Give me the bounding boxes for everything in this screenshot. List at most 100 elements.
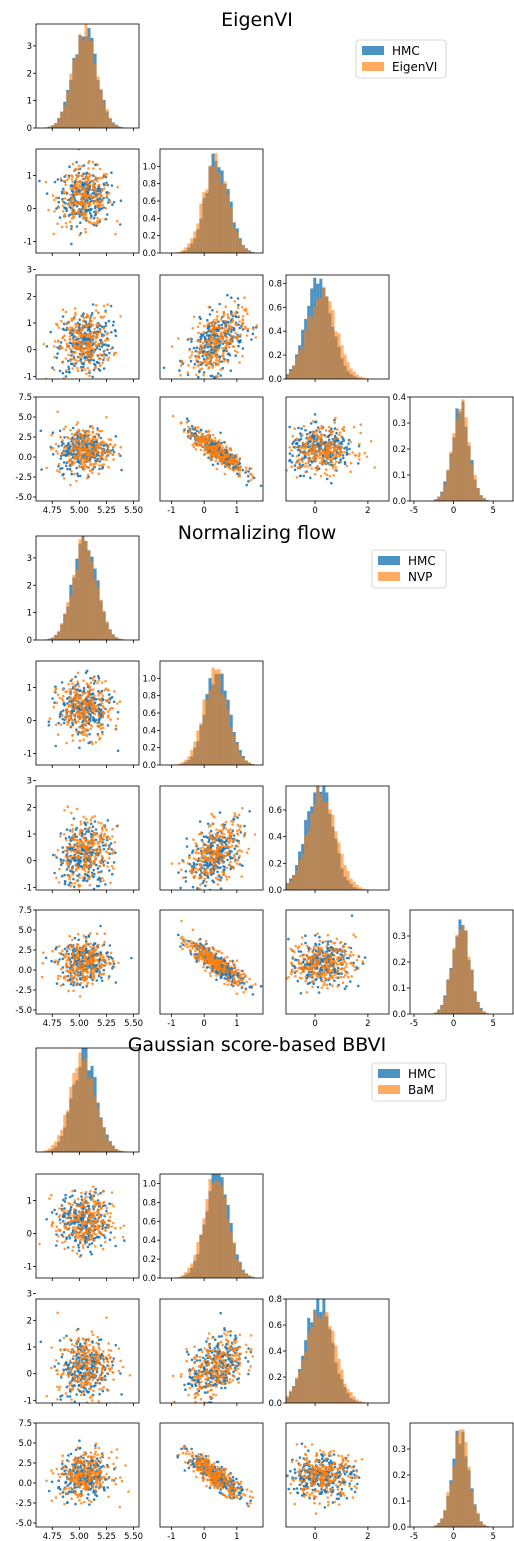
scatter-point-hmc (71, 721, 74, 725)
scatter-point-approx (60, 860, 63, 864)
scatter-point-approx (219, 318, 223, 321)
scatter-point-approx (206, 339, 209, 343)
scatter-point-hmc (68, 467, 72, 471)
hist-bar-approx (361, 377, 365, 379)
scatter-point-approx (78, 844, 81, 848)
scatter-point-hmc (338, 442, 342, 445)
scatter-point-hmc (81, 387, 84, 390)
scatter-point-hmc (275, 460, 278, 463)
subplot-1-1: 0.00.20.40.60.81.0 (142, 148, 264, 259)
scatter-point-hmc (120, 468, 123, 472)
scatter-point-approx (195, 373, 198, 377)
scatter-point-hmc (313, 434, 317, 438)
scatter-point-hmc (222, 868, 225, 872)
scatter-point-approx (196, 350, 199, 353)
scatter-point-approx (334, 460, 338, 464)
scatter-point-approx (91, 331, 95, 334)
scatter-point-approx (294, 461, 298, 465)
scatter-point-hmc (112, 861, 116, 864)
scatter-point-hmc (348, 447, 351, 451)
hist-bar-approx (96, 76, 100, 128)
scatter-point-approx (221, 353, 225, 357)
hist-bar-approx (184, 247, 188, 253)
scatter-point-approx (89, 188, 93, 192)
scatter-point-approx (93, 831, 97, 835)
scatter-point-approx (64, 357, 68, 360)
scatter-point-approx (312, 432, 316, 435)
scatter-point-approx (308, 435, 312, 438)
scatter-point-hmc (239, 339, 242, 342)
scatter-point-hmc (229, 310, 233, 313)
scatter-point-approx (369, 439, 373, 443)
scatter-point-hmc (191, 849, 195, 852)
scatter-point-hmc (230, 850, 233, 853)
scatter-point-approx (89, 220, 92, 224)
scatter-point-approx (89, 195, 93, 199)
scatter-point-approx (88, 433, 91, 437)
scatter-point-approx (229, 462, 233, 466)
hist-bar-approx (443, 484, 447, 501)
scatter-point-hmc (139, 720, 142, 723)
scatter-point-approx (91, 742, 94, 746)
scatter-point-approx (222, 351, 225, 355)
hist-bar-approx (214, 669, 218, 765)
scatter-point-approx (314, 459, 317, 463)
scatter-point-approx (215, 440, 219, 444)
scatter-point-approx (101, 837, 104, 841)
scatter-point-approx (75, 438, 78, 442)
scatter-point-hmc (192, 863, 196, 867)
scatter-point-approx (95, 309, 98, 312)
scatter-point-hmc (184, 880, 188, 883)
scatter-point-approx (50, 433, 53, 437)
scatter-point-approx (82, 702, 86, 706)
scatter-point-approx (354, 453, 358, 457)
scatter-point-approx (98, 736, 102, 740)
scatter-point-approx (311, 442, 314, 445)
scatter-point-approx (92, 465, 95, 468)
hist-bar-approx (202, 192, 206, 253)
scatter-point-approx (71, 212, 74, 215)
hist-bar-approx (90, 41, 94, 128)
scatter-point-approx (296, 438, 299, 442)
scatter-point-hmc (237, 303, 240, 307)
scatter-point-approx (333, 421, 336, 424)
scatter-point-approx (97, 679, 101, 682)
scatter-point-approx (327, 463, 331, 466)
axes-frame (35, 274, 140, 380)
scatter-point-approx (298, 465, 302, 468)
scatter-point-hmc (236, 297, 240, 300)
scatter-point-hmc (98, 348, 102, 351)
scatter-point-approx (241, 354, 244, 358)
scatter-point-approx (80, 438, 83, 441)
scatter-point-hmc (110, 848, 113, 851)
scatter-point-approx (224, 820, 228, 824)
scatter-point-approx (208, 328, 211, 332)
scatter-point-approx (83, 203, 87, 207)
scatter-point-approx (200, 444, 203, 448)
scatter-point-approx (82, 738, 85, 741)
scatter-point-approx (116, 717, 120, 721)
scatter-point-hmc (357, 444, 361, 448)
scatter-point-approx (76, 709, 80, 713)
scatter-point-approx (81, 172, 85, 175)
scatter-point-approx (88, 369, 91, 373)
scatter-point-approx (81, 693, 84, 697)
scatter-point-approx (71, 338, 75, 342)
scatter-point-approx (81, 708, 85, 712)
scatter-point-approx (64, 425, 67, 429)
scatter-point-approx (212, 342, 215, 346)
scatter-point-approx (72, 440, 75, 444)
scatter-point-approx (87, 827, 90, 830)
hist-bar-approx (458, 408, 462, 501)
scatter-point-approx (52, 232, 56, 236)
scatter-point-approx (57, 206, 61, 209)
scatter-point-approx (67, 682, 70, 686)
scatter-point-approx (286, 469, 288, 472)
scatter-point-approx (76, 175, 79, 179)
scatter-point-hmc (79, 357, 83, 361)
y-tick-label: 0 (27, 636, 32, 646)
scatter-point-hmc (62, 472, 65, 476)
y-tick-label: 2 (27, 803, 32, 813)
scatter-point-approx (107, 714, 110, 717)
